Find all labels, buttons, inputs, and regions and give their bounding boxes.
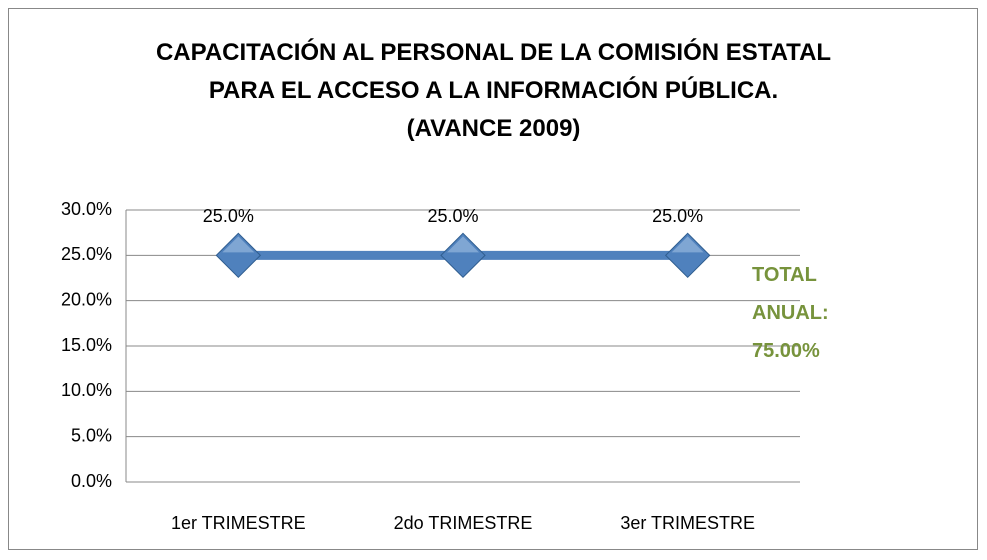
y-tick-label: 0.0% (71, 471, 112, 491)
y-tick-label: 30.0% (61, 199, 112, 219)
annotation: TOTAL ANUAL: 75.00% (752, 264, 829, 362)
marker (664, 232, 711, 279)
y-tick-label: 5.0% (71, 425, 112, 445)
x-tick-label: 1er TRIMESTRE (171, 513, 306, 533)
marker-highlight (222, 236, 255, 253)
data-label: 25.0% (203, 206, 254, 226)
chart-frame (8, 8, 978, 550)
marker-highlight (447, 236, 479, 253)
data-label: 25.0% (652, 206, 703, 226)
chart-title: CAPACITACIÓN AL PERSONAL DE LA COMISIÓN … (155, 39, 832, 142)
marker (440, 232, 486, 279)
data-label: 25.0% (427, 206, 478, 226)
y-tick-label: 20.0% (61, 289, 112, 309)
y-tick-label: 10.0% (61, 380, 112, 400)
x-tick-label: 3er TRIMESTRE (620, 513, 755, 533)
marker (215, 232, 262, 279)
marker-highlight (671, 236, 704, 253)
y-tick-label: 15.0% (61, 335, 112, 355)
y-tick-label: 25.0% (61, 244, 112, 264)
x-tick-label: 2do TRIMESTRE (394, 513, 533, 533)
